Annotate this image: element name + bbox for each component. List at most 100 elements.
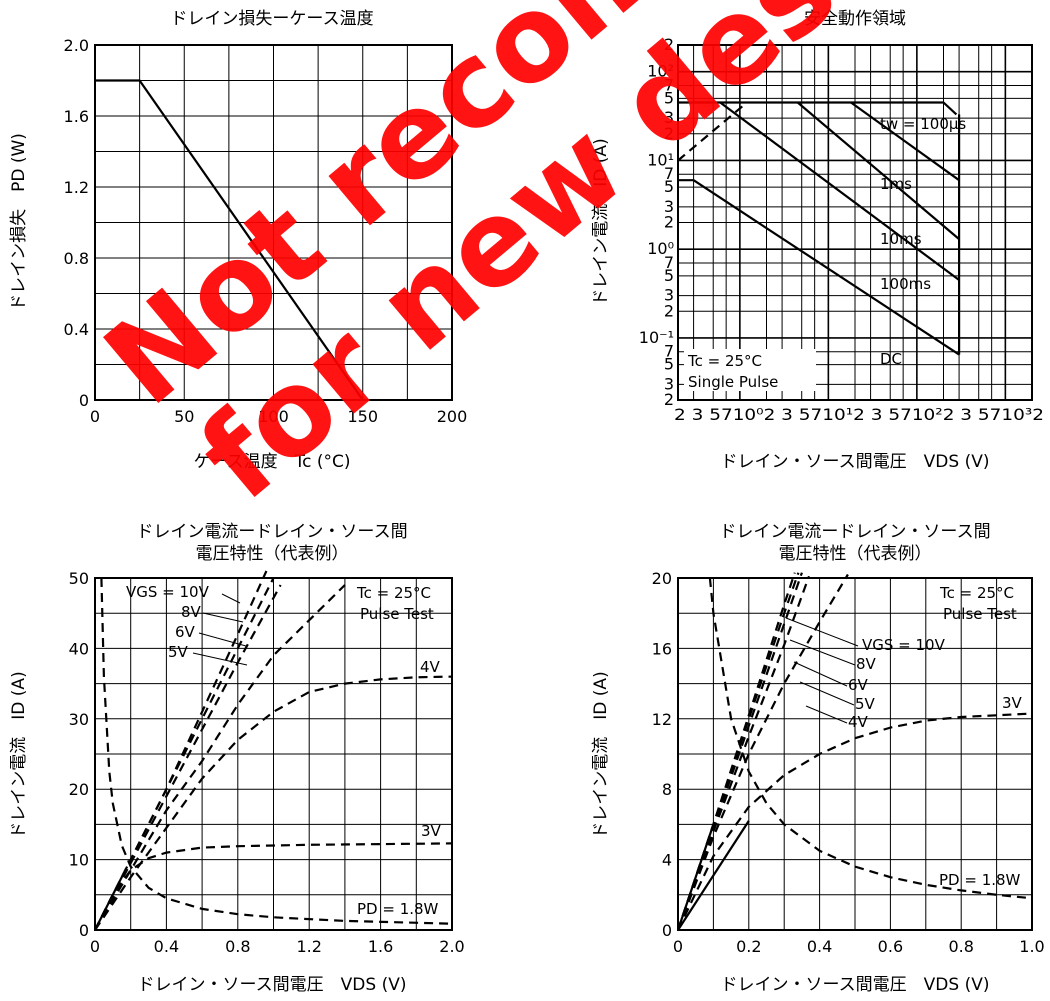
annotation-5v: 5V (855, 695, 876, 713)
y-tick-label: 3 (664, 286, 674, 305)
x-tick-label: 100 (258, 407, 289, 426)
series-line-limit (677, 101, 748, 162)
y-tick-label: 2 (664, 35, 674, 54)
series-line-vgs-10v (676, 572, 796, 931)
x-tick-label: 0 (90, 407, 100, 426)
annotation-pd: PD = 1.8W (939, 871, 1021, 889)
chart-id-vs-vds-wide: ドレイン電流ードレイン・ソース間 電圧特性（代表例） 0 0.4 0.8 1.2 1.6… (9, 522, 465, 995)
series-line-5v (676, 575, 811, 931)
annotation-tc: Tc = 25°C (687, 352, 762, 370)
chart-id-vs-vds-narrow: ドレイン電流ードレイン・ソース間 電圧特性（代表例） 0 0.2 0.4 0.6 0.8… (591, 522, 1045, 995)
annotation-3v: 3V (421, 822, 442, 840)
y-tick-label: 0.4 (64, 320, 89, 339)
series-line-pd-1-8w (100, 577, 453, 925)
annotation-8v: 8V (181, 603, 202, 621)
annotation-leader-line (785, 617, 859, 647)
x-tick-label: 150 (347, 407, 378, 426)
annotation-leader-line (198, 632, 247, 647)
y-tick-label: 5 (664, 266, 674, 285)
series-line-s0 (95, 79, 364, 401)
chart-subtitle: 電圧特性（代表例） (196, 544, 349, 564)
y-tick-label: 4 (662, 851, 672, 870)
annotation-6v: 6V (848, 676, 869, 694)
x-axis-label: ケース温度 Tc (°C) (193, 452, 350, 472)
chart-title: ドレイン電流ードレイン・ソース間 (719, 522, 990, 542)
series-line-4v (676, 573, 849, 931)
x-axis-label: ドレイン・ソース間電圧 VDS (V) (721, 975, 990, 995)
y-tick-label: 0 (79, 921, 89, 940)
x-tick-label: 0.4 (807, 937, 832, 956)
annotation-dc: DC (880, 350, 902, 368)
annotation-10ms: 10ms (880, 230, 922, 248)
annotation-leader-line (192, 652, 248, 666)
series-line-pd-1-8w (708, 577, 1033, 900)
x-tick-label: 50 (174, 407, 194, 426)
series-line-1ms (850, 101, 960, 182)
x-tick-label: 0 (673, 937, 683, 956)
y-tick-label: 5 (664, 355, 674, 374)
y-tick-label: 5 (664, 88, 674, 107)
annotation-leader-line (221, 593, 241, 604)
annotation-tw-100us: tw = 100μs (880, 115, 966, 133)
x-tick-labels: 2 3 5710⁰2 3 5710¹2 3 5710²2 3 5710³2 (674, 405, 1044, 424)
chart-title: 安全動作領域 (804, 9, 906, 29)
y-tick-label: 2 (664, 124, 674, 143)
x-tick-label: 0.8 (225, 937, 250, 956)
annotation-4v: 4V (420, 658, 441, 676)
y-tick-label: 2 (664, 301, 674, 320)
y-tick-label: 2 (664, 390, 674, 409)
y-tick-label: 2 (664, 213, 674, 232)
annotation-pd: PD = 1.8W (357, 900, 439, 918)
annotation-vgs-10v: VGS = 10V (862, 636, 946, 654)
x-tick-label: 0.8 (948, 937, 973, 956)
y-tick-label: 20 (69, 780, 89, 799)
series-line-6v (676, 572, 803, 931)
x-tick-label: 0.6 (878, 937, 903, 956)
chart-power-vs-temp: ドレイン損失ーケース温度 0 50 100 150 200 0 0.4 0.8 1.2 1.6 2.… (9, 9, 467, 472)
series-line-4v (94, 675, 453, 931)
y-tick-label: 10¹ (647, 150, 674, 169)
series-line-3v (94, 842, 453, 931)
y-tick-label: 20 (652, 569, 672, 588)
series-line-solid2 (677, 820, 750, 931)
annotation-8v: 8V (856, 655, 877, 673)
y-tick-label: 30 (69, 710, 89, 729)
annotation-tc: Tc = 25°C (356, 584, 431, 602)
series-line-3v (677, 712, 1033, 931)
x-axis-label: ドレイン・ソース間電圧 VDS (V) (138, 975, 407, 995)
x-tick-label: 200 (437, 407, 468, 426)
annotation-leader-line (805, 705, 848, 724)
y-tick-label: 10⁻¹ (639, 328, 674, 347)
annotation-pulse-test: Pulse Test (360, 605, 434, 623)
series-line-5v (94, 584, 346, 931)
x-tick-label: 2.0 (439, 937, 464, 956)
annotation-1ms: 1ms (880, 175, 912, 193)
series-line-tw-100-s (720, 101, 958, 116)
y-tick-label: 50 (69, 569, 89, 588)
plot-frame (677, 577, 1033, 931)
x-tick-label: 1.2 (296, 937, 321, 956)
x-axis-label: ドレイン・ソース間電圧 VDS (V) (721, 452, 990, 472)
y-tick-label: 8 (662, 780, 672, 799)
y-tick-label: 0 (79, 391, 89, 410)
annotation-3v: 3V (1002, 694, 1023, 712)
y-tick-label: 0 (662, 921, 672, 940)
y-tick-label: 40 (69, 639, 89, 658)
y-tick-label: 12 (652, 710, 672, 729)
annotation-6v: 6V (175, 623, 196, 641)
y-tick-label: 0.8 (64, 249, 89, 268)
condition-box (684, 349, 816, 391)
chart-subtitle: 電圧特性（代表例） (779, 544, 932, 564)
annotation-4v: 4V (848, 713, 869, 731)
y-tick-label: 10⁰ (647, 239, 674, 258)
y-tick-label: 1.2 (64, 178, 89, 197)
series-line-dc (678, 179, 960, 356)
y-axis-label: ドレイン電流 ID (A) (9, 671, 29, 838)
y-tick-label: 10² (647, 62, 674, 81)
chart-title: ドレイン損失ーケース温度 (170, 9, 373, 29)
annotation-single-pulse: Single Pulse (688, 373, 778, 391)
y-axis-label: ドレイン電流 ID (A) (591, 671, 611, 838)
x-tick-label: 0.4 (154, 937, 179, 956)
